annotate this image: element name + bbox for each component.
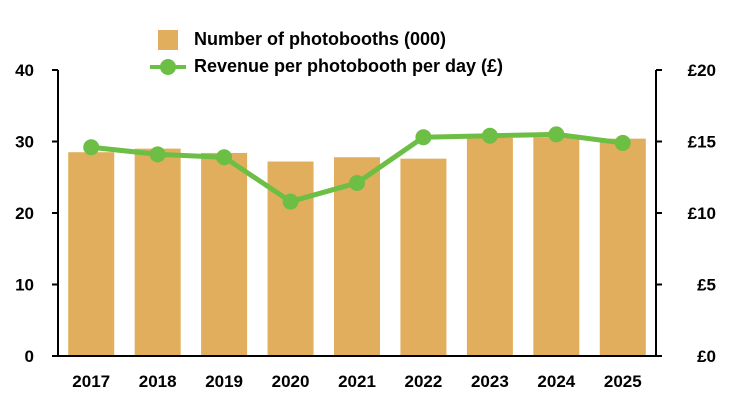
x-tick-label: 2020	[272, 372, 310, 391]
right-tick-label: £10	[688, 204, 716, 223]
bar-2022	[400, 158, 447, 356]
line-point-2025	[614, 134, 631, 151]
right-tick-label: £20	[688, 61, 716, 80]
right-tick-label: £5	[697, 276, 716, 295]
line-point-2017	[83, 139, 100, 156]
x-tick-label: 2023	[471, 372, 509, 391]
left-tick-label: 30	[15, 133, 34, 152]
x-axis-labels: 2017 2018 2019 2020 2021 2022 2023 2024 2025	[72, 372, 641, 391]
x-tick-label: 2017	[72, 372, 110, 391]
line-point-2021	[349, 174, 365, 191]
legend-label-bars: Number of photobooths (000)	[194, 29, 446, 49]
line-point-2018	[149, 146, 166, 163]
bar-swatch	[158, 29, 178, 50]
left-tick-label: 10	[15, 276, 34, 295]
legend-item-bars: Number of photobooths (000)	[158, 26, 503, 53]
x-tick-label: 2024	[537, 372, 575, 391]
bar-2019	[201, 152, 248, 356]
legend: Number of photobooths (000) Revenue per …	[150, 26, 504, 80]
line-point-2019	[216, 149, 233, 166]
x-tick-label: 2021	[338, 372, 376, 391]
x-tick-label: 2025	[604, 372, 642, 391]
line-point-2023	[481, 127, 498, 144]
bar-2017	[68, 152, 115, 356]
line-swatch	[150, 57, 186, 77]
left-tick-label: 20	[15, 204, 34, 223]
line-series	[83, 126, 631, 210]
bar-series	[68, 137, 646, 356]
left-tick-label: 0	[25, 347, 34, 366]
right-tick-label: £0	[697, 347, 716, 366]
line-point-2024	[548, 126, 565, 143]
right-tick-label: £15	[688, 133, 716, 152]
line-swatch-marker	[160, 58, 176, 75]
bar-2018	[134, 148, 181, 356]
legend-label-line: Revenue per photobooth per day (£)	[194, 56, 504, 76]
x-tick-label: 2019	[205, 372, 243, 391]
bar-2024	[533, 137, 580, 356]
bar-2023	[466, 137, 513, 356]
left-tick-label: 40	[15, 61, 34, 80]
bar-2025	[599, 138, 646, 356]
legend-item-line: Revenue per photobooth per day (£)	[150, 53, 504, 80]
right-axis-ticks: £0 £5 £10 £15 £20	[656, 61, 716, 366]
x-tick-label: 2018	[139, 372, 177, 391]
x-tick-label: 2022	[405, 372, 443, 391]
left-axis-ticks: 0 10 20 30 40	[15, 61, 58, 366]
line-point-2022	[415, 129, 432, 146]
line-point-2020	[282, 193, 299, 210]
